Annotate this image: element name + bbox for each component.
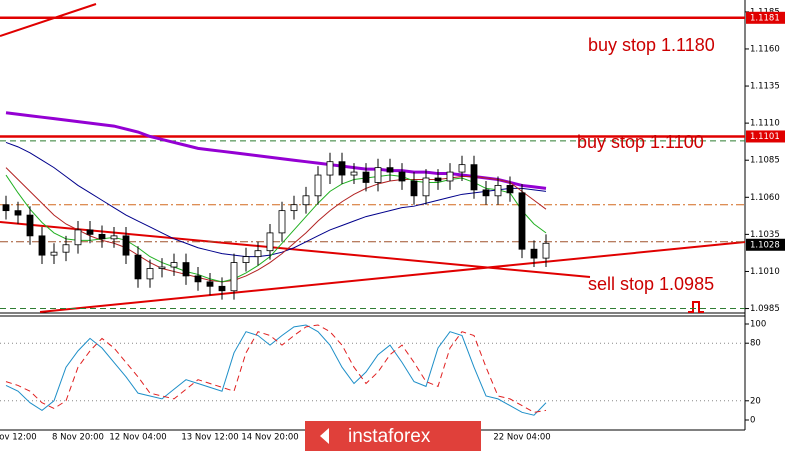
x-tick-label: 13 Nov 12:00: [181, 433, 238, 443]
candle-body: [122, 235, 130, 256]
candle-body: [158, 266, 166, 269]
price-box: [746, 11, 785, 24]
candle-body: [182, 262, 190, 277]
price-box: [746, 238, 785, 251]
candle-body: [446, 171, 454, 182]
candle-body: [542, 242, 550, 259]
candle-body: [338, 161, 346, 176]
y-tick-label: 1.0985: [750, 304, 780, 314]
candle-body: [134, 254, 142, 280]
y-tick-label: 1.1010: [750, 267, 780, 277]
x-tick-label: 12 Nov 04:00: [109, 433, 166, 443]
price-box-label: 1.1181: [750, 13, 780, 23]
x-tick-label: 8 Nov 20:00: [52, 433, 104, 443]
candle-body: [230, 262, 238, 292]
candle-body: [242, 256, 250, 263]
candle-body: [14, 210, 22, 216]
price-box: [746, 130, 785, 143]
candle-body: [98, 233, 106, 240]
candle-body: [218, 285, 226, 292]
candle-body: [50, 251, 58, 256]
annotation: buy stop 1.1180: [588, 35, 715, 55]
y-tick-label: 1.1035: [750, 230, 780, 240]
candle-body: [62, 244, 70, 253]
y-tick-label: 1.1160: [750, 44, 780, 54]
line-series: [5, 174, 547, 283]
candle-body: [194, 275, 202, 283]
candle-body: [386, 167, 394, 173]
line-series: [5, 324, 547, 413]
brand-banner: instaforex: [305, 421, 481, 451]
candle-body: [494, 185, 502, 197]
candle-body: [314, 174, 322, 197]
candle-body: [254, 250, 262, 258]
annotation: buy stop 1.1100: [577, 132, 704, 152]
candle-body: [170, 262, 178, 268]
x-tick-label: 14 Nov 20:00: [241, 433, 298, 443]
candle-body: [530, 248, 538, 259]
candle-body: [26, 214, 34, 237]
y-tick-label: 1.1110: [750, 119, 780, 129]
brand-icon: [320, 428, 329, 444]
candle-body: [86, 229, 94, 235]
y-tick-label: 100: [750, 320, 766, 330]
candle-body: [74, 229, 82, 246]
candle-body: [2, 204, 10, 212]
candle-body: [326, 161, 334, 176]
candle-body: [350, 171, 358, 176]
candle-body: [518, 192, 526, 250]
banner-bg: [305, 421, 481, 451]
candle-body: [410, 180, 418, 197]
price-box-label: 1.1101: [750, 132, 780, 142]
line-series: [5, 111, 547, 190]
y-tick-label: 1.1135: [750, 82, 780, 92]
annotation: sell stop 1.0985: [588, 274, 714, 294]
price-box-label: 1.1028: [750, 240, 780, 250]
candle-body: [302, 195, 310, 206]
candle-body: [290, 204, 298, 212]
candle-body: [470, 164, 478, 191]
y-tick-label: 80: [750, 339, 761, 349]
candle-body: [482, 189, 490, 197]
y-tick-label: 1.1060: [750, 193, 780, 203]
candle-body: [398, 171, 406, 182]
y-tick-label: 0: [750, 416, 755, 426]
candle-body: [38, 235, 46, 256]
candle-body: [266, 232, 274, 252]
candle-body: [458, 164, 466, 173]
candle-body: [422, 177, 430, 197]
candle-body: [278, 210, 286, 234]
candle-body: [374, 167, 382, 183]
candle-body: [206, 281, 214, 287]
marker-icon: [688, 301, 704, 313]
line-series: [5, 167, 547, 283]
candle-body: [506, 185, 514, 194]
y-tick-label: 1.1085: [750, 156, 780, 166]
candle-body: [434, 177, 442, 182]
brand-name: instaforex: [348, 426, 431, 447]
trend-line: [39, 241, 746, 313]
x-tick-label: ov 12:00: [0, 433, 37, 443]
candle-body: [362, 171, 370, 183]
trend-line: [0, 3, 97, 37]
candle-body: [146, 268, 154, 280]
line-series: [5, 141, 547, 258]
candle-body: [110, 235, 118, 240]
y-tick-label: 20: [750, 396, 761, 406]
x-tick-label: 22 Nov 04:00: [493, 433, 550, 443]
